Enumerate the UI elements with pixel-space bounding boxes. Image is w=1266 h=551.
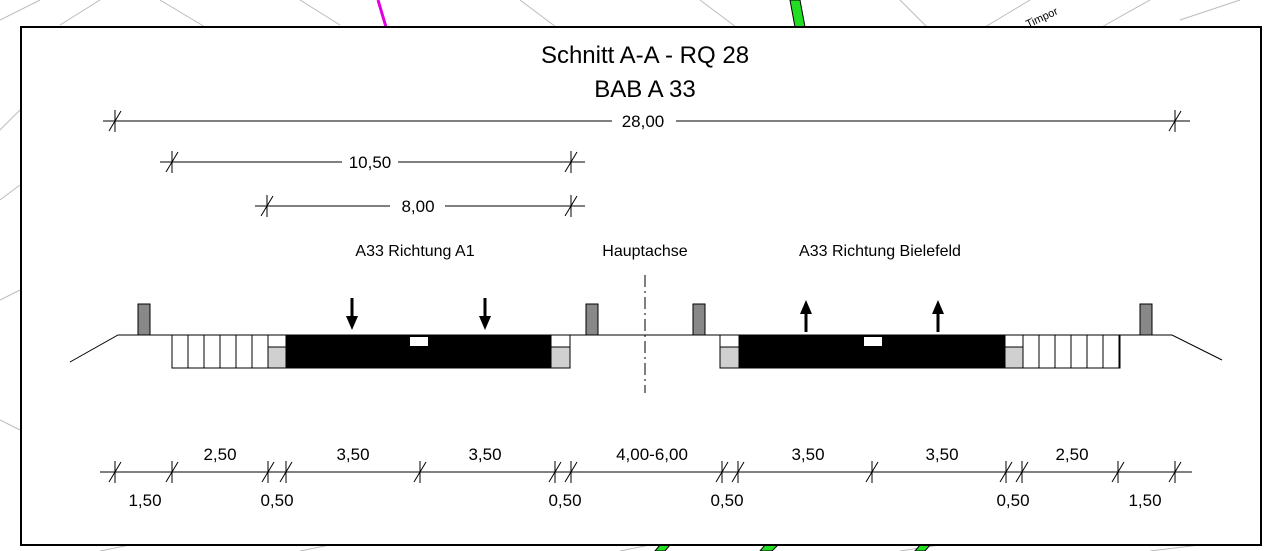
dimension-tick	[165, 151, 179, 173]
dimension-tick	[261, 461, 275, 483]
dimension-label: 0,50	[548, 491, 581, 510]
dimension-tick	[564, 195, 578, 217]
dimension-tick	[731, 461, 745, 483]
dimension-label: 0,50	[710, 491, 743, 510]
dimension-lower: 8,00	[401, 197, 434, 216]
dimension-label: 0,50	[260, 491, 293, 510]
drawing-frame	[20, 26, 1262, 546]
dimension-label: 3,50	[791, 445, 824, 464]
dimension-label: 2,50	[1055, 445, 1088, 464]
dimension-lines	[100, 110, 1192, 483]
direction-label: A33 Richtung A1	[355, 243, 474, 260]
dimension-label: 4,00-6,00	[616, 445, 688, 464]
dimension-tick	[108, 461, 122, 483]
dimension-tick	[548, 461, 562, 483]
dimension-tick	[165, 461, 179, 483]
dimension-label: 3,50	[336, 445, 369, 464]
dimension-tick	[715, 461, 729, 483]
dimension-tick	[260, 195, 274, 217]
dimension-tick	[865, 461, 879, 483]
dimension-tick	[1111, 461, 1125, 483]
dimension-label: 1,50	[1128, 491, 1161, 510]
dimension-label: 0,50	[996, 491, 1029, 510]
dimension-tick	[564, 461, 578, 483]
cross-section	[69, 275, 1223, 393]
dimension-label: 3,50	[925, 445, 958, 464]
axis-label: Hauptachse	[602, 243, 687, 260]
dimension-label: 3,50	[468, 445, 501, 464]
dimension-label: 2,50	[203, 445, 236, 464]
title-line1: Schnitt A-A - RQ 28	[541, 42, 749, 69]
dimension-tick	[1015, 461, 1029, 483]
dimension-upper: 10,50	[349, 153, 392, 172]
dimension-tick	[1168, 110, 1182, 132]
title-line2: BAB A 33	[594, 76, 695, 103]
dimension-label: 1,50	[128, 491, 161, 510]
direction-label: A33 Richtung Bielefeld	[799, 243, 961, 260]
dimension-tick	[413, 461, 427, 483]
dimension-tick	[1168, 461, 1182, 483]
dimension-tick	[999, 461, 1013, 483]
dimension-tick	[564, 151, 578, 173]
dimension-tick	[279, 461, 293, 483]
dimension-total: 28,00	[622, 112, 665, 131]
dimension-tick	[108, 110, 122, 132]
